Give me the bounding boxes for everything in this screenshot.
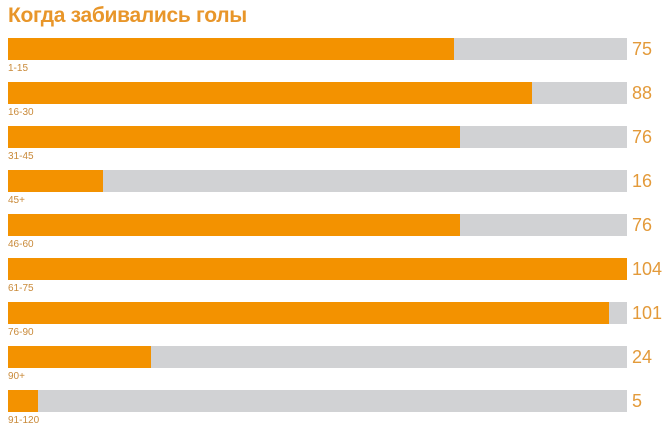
category-label: 1-15 (8, 63, 29, 74)
bar (8, 214, 461, 236)
value-label: 101 (632, 303, 663, 323)
bar-row: 45+ 16 (8, 170, 667, 214)
value-label: 75 (632, 39, 653, 59)
value-label: 104 (632, 259, 663, 279)
category-label: 31-45 (8, 151, 34, 162)
bar-row: 61-75 104 (8, 258, 667, 302)
bar-row: 90+ 24 (8, 346, 667, 390)
bar-row: 31-45 76 (8, 126, 667, 170)
bar (8, 126, 461, 148)
category-label: 91-120 (8, 415, 40, 426)
bar-track (8, 38, 627, 60)
bar (8, 302, 610, 324)
bar (8, 82, 532, 104)
bar (8, 390, 38, 412)
bar-row: 46-60 76 (8, 214, 667, 258)
chart-title: Когда забивались голы (8, 4, 247, 27)
value-label: 5 (632, 391, 643, 411)
category-label: 61-75 (8, 283, 34, 294)
bar (8, 258, 627, 280)
bar (8, 38, 455, 60)
value-label: 16 (632, 171, 653, 191)
bar-row: 1-15 75 (8, 38, 667, 82)
value-label: 76 (632, 127, 653, 147)
bar-row: 76-90 101 (8, 302, 667, 346)
bar-track (8, 214, 627, 236)
bar-track (8, 82, 627, 104)
bar-track (8, 126, 627, 148)
category-label: 46-60 (8, 239, 34, 250)
bar-track (8, 346, 627, 368)
value-label: 24 (632, 347, 653, 367)
category-label: 90+ (8, 371, 25, 382)
bar-track (8, 302, 627, 324)
bar (8, 346, 151, 368)
bar-row: 16-30 88 (8, 82, 667, 126)
category-label: 45+ (8, 195, 25, 206)
category-label: 16-30 (8, 107, 34, 118)
category-label: 76-90 (8, 327, 34, 338)
bar-track (8, 390, 627, 412)
bar-row: 91-120 5 (8, 390, 667, 434)
bar (8, 170, 104, 192)
value-label: 76 (632, 215, 653, 235)
bar-track (8, 258, 627, 280)
bar-track (8, 170, 627, 192)
value-label: 88 (632, 83, 653, 103)
